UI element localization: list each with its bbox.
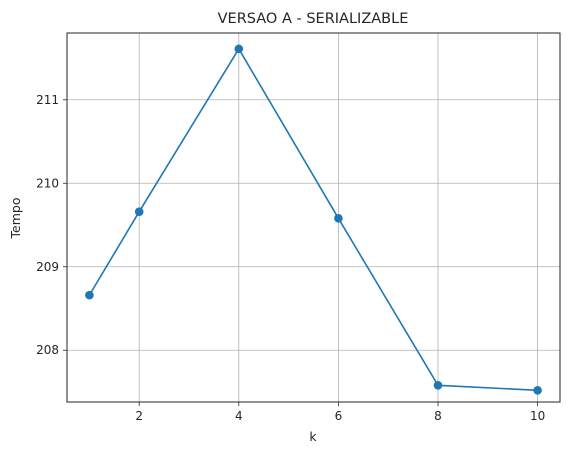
plot-frame (66, 32, 561, 403)
y-tick-label: 209 (36, 260, 59, 274)
x-tick-label: 2 (135, 409, 143, 423)
data-point (533, 386, 542, 395)
chart-title: VERSAO A - SERIALIZABLE (218, 11, 409, 27)
series-line (88, 47, 538, 392)
x-tick-label: 4 (235, 409, 243, 423)
x-axis-label: k (309, 429, 317, 444)
y-tick-label: 208 (36, 343, 59, 357)
data-point (85, 290, 94, 300)
data-point (234, 44, 244, 54)
data-point (134, 207, 144, 216)
series-line-group (85, 44, 542, 395)
data-point (334, 214, 343, 223)
data-point (433, 381, 443, 390)
y-tick-label: 210 (36, 176, 59, 190)
y-axis-label: Tempo (8, 198, 23, 240)
x-tick-label: 8 (434, 409, 442, 423)
x-tick-label: 6 (335, 409, 343, 423)
ticks: 2 4 6 8 10 208 209 210 211 (36, 93, 545, 423)
x-tick-label: 10 (530, 409, 545, 423)
y-tick-label: 211 (36, 93, 59, 107)
grid-lines (67, 33, 560, 402)
